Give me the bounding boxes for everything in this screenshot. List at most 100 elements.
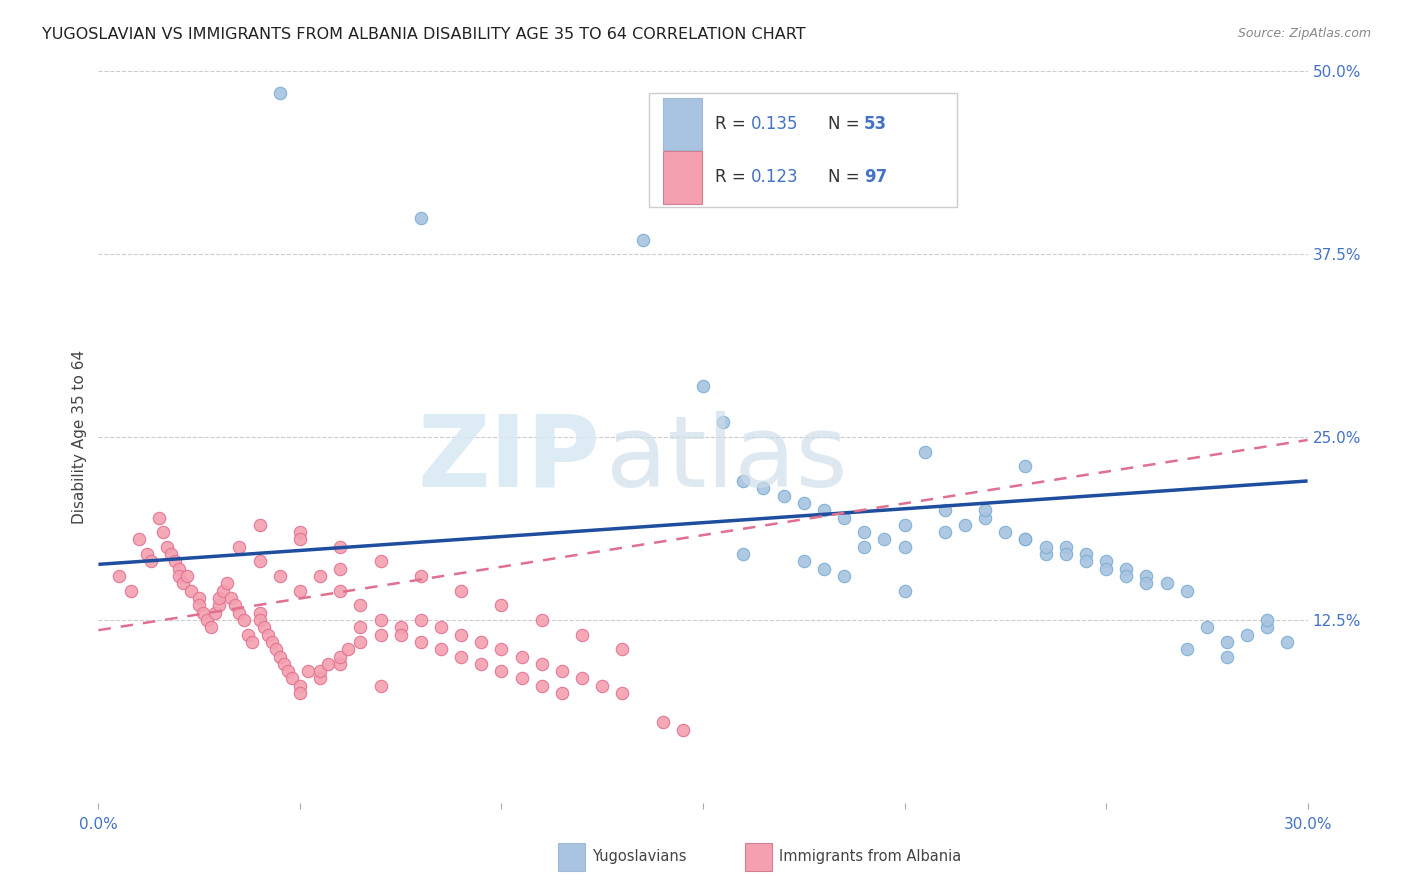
Point bbox=[253, 620, 276, 634]
Point bbox=[1054, 540, 1077, 554]
Point bbox=[316, 657, 339, 671]
Point bbox=[530, 679, 553, 693]
Text: 0.123: 0.123 bbox=[751, 169, 799, 186]
Point bbox=[530, 613, 553, 627]
Point bbox=[228, 540, 250, 554]
Point bbox=[409, 635, 432, 649]
Text: 53: 53 bbox=[863, 115, 887, 133]
Point bbox=[1277, 635, 1299, 649]
Point bbox=[260, 635, 283, 649]
Point bbox=[914, 444, 936, 458]
Point bbox=[337, 642, 360, 657]
Point bbox=[195, 613, 218, 627]
Text: R =: R = bbox=[716, 169, 751, 186]
Point bbox=[167, 569, 190, 583]
Text: YUGOSLAVIAN VS IMMIGRANTS FROM ALBANIA DISABILITY AGE 35 TO 64 CORRELATION CHART: YUGOSLAVIAN VS IMMIGRANTS FROM ALBANIA D… bbox=[42, 27, 806, 42]
Point bbox=[288, 583, 311, 598]
Point bbox=[1135, 576, 1157, 591]
Text: 97: 97 bbox=[863, 169, 887, 186]
Point bbox=[651, 715, 673, 730]
Point bbox=[733, 474, 755, 488]
Point bbox=[934, 525, 956, 540]
Point bbox=[893, 540, 915, 554]
Point bbox=[217, 576, 239, 591]
Point bbox=[470, 657, 492, 671]
Point bbox=[120, 583, 142, 598]
Point bbox=[1014, 533, 1036, 547]
Point bbox=[288, 679, 311, 693]
Point bbox=[135, 547, 157, 561]
Point bbox=[409, 613, 432, 627]
Point bbox=[212, 583, 235, 598]
Point bbox=[148, 510, 170, 524]
Point bbox=[1216, 649, 1239, 664]
Point bbox=[1236, 627, 1258, 641]
Point bbox=[389, 620, 412, 634]
Point bbox=[176, 569, 198, 583]
Text: ZIP: ZIP bbox=[418, 410, 600, 508]
Point bbox=[813, 562, 835, 576]
Point bbox=[591, 679, 613, 693]
Point bbox=[953, 517, 976, 532]
Point bbox=[329, 562, 352, 576]
Point bbox=[612, 642, 634, 657]
Point bbox=[240, 635, 263, 649]
Text: 0.135: 0.135 bbox=[751, 115, 799, 133]
Point bbox=[193, 606, 215, 620]
Point bbox=[491, 642, 513, 657]
Point bbox=[1256, 613, 1278, 627]
Point bbox=[491, 599, 513, 613]
Point bbox=[813, 503, 835, 517]
Point bbox=[1035, 547, 1057, 561]
Point bbox=[180, 583, 202, 598]
Point bbox=[832, 569, 855, 583]
Point bbox=[752, 481, 775, 495]
Point bbox=[221, 591, 243, 605]
Point bbox=[1054, 547, 1077, 561]
Point bbox=[249, 517, 271, 532]
Point bbox=[200, 620, 222, 634]
Point bbox=[128, 533, 150, 547]
Point bbox=[1135, 569, 1157, 583]
Point bbox=[224, 599, 246, 613]
Point bbox=[853, 525, 876, 540]
FancyBboxPatch shape bbox=[664, 151, 702, 203]
Point bbox=[329, 649, 352, 664]
Point bbox=[208, 599, 231, 613]
Point bbox=[450, 583, 472, 598]
Point bbox=[530, 657, 553, 671]
Point bbox=[281, 672, 304, 686]
Point bbox=[893, 517, 915, 532]
Point bbox=[893, 583, 915, 598]
Point bbox=[1014, 533, 1036, 547]
Point bbox=[349, 635, 371, 649]
Point bbox=[269, 87, 291, 101]
Point bbox=[1115, 562, 1137, 576]
Y-axis label: Disability Age 35 to 64: Disability Age 35 to 64 bbox=[72, 350, 87, 524]
Point bbox=[249, 613, 271, 627]
Point bbox=[974, 503, 997, 517]
Point bbox=[188, 591, 211, 605]
Point bbox=[409, 211, 432, 225]
Point bbox=[249, 554, 271, 568]
Point bbox=[297, 664, 319, 678]
Point bbox=[450, 627, 472, 641]
Point bbox=[934, 503, 956, 517]
Point bbox=[1074, 547, 1097, 561]
Point bbox=[228, 606, 250, 620]
Point bbox=[1095, 562, 1118, 576]
Point bbox=[329, 540, 352, 554]
Point bbox=[974, 510, 997, 524]
Point bbox=[733, 547, 755, 561]
Point bbox=[329, 657, 352, 671]
Point bbox=[1095, 554, 1118, 568]
Point bbox=[450, 649, 472, 664]
Point bbox=[1014, 459, 1036, 474]
Point bbox=[309, 569, 332, 583]
Point bbox=[612, 686, 634, 700]
Point bbox=[163, 554, 186, 568]
Point bbox=[269, 569, 291, 583]
Point bbox=[236, 627, 259, 641]
Point bbox=[249, 606, 271, 620]
Point bbox=[1175, 583, 1198, 598]
